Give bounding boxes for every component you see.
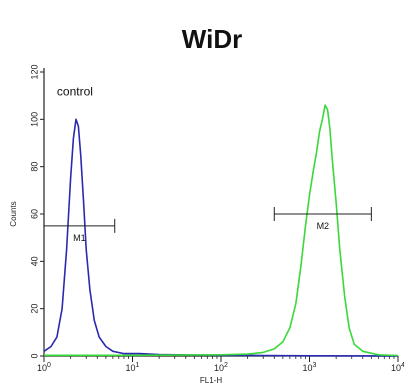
x-tick-label: 101 (126, 362, 140, 373)
series-line-series-2 (44, 104, 399, 357)
y-tick-label: 120 (29, 64, 39, 79)
y-tick-label: 0 (29, 353, 39, 358)
y-axis-label: Counts (9, 201, 18, 226)
series-line-control (43, 118, 399, 357)
marker-label: M1 (73, 233, 86, 243)
marker-label: M2 (317, 221, 330, 231)
chart-title: WiDr (182, 24, 242, 54)
annotation-label: control (57, 85, 93, 99)
x-tick-label: 100 (37, 362, 51, 373)
y-tick-label: 80 (29, 162, 39, 172)
plot-area: 0 20 40 60 80 100 120 100 101 102 103 104 M1 M2 contro… (29, 64, 404, 373)
x-tick-label: 102 (214, 362, 228, 373)
y-tick-label: 100 (29, 112, 39, 127)
y-tick-label: 20 (29, 304, 39, 314)
x-axis-label: FL1-H (200, 376, 222, 385)
y-tick-label: 60 (29, 209, 39, 219)
x-tick-label: 103 (303, 362, 317, 373)
x-tick-label: 104 (391, 362, 404, 373)
y-tick-label: 40 (29, 256, 39, 266)
